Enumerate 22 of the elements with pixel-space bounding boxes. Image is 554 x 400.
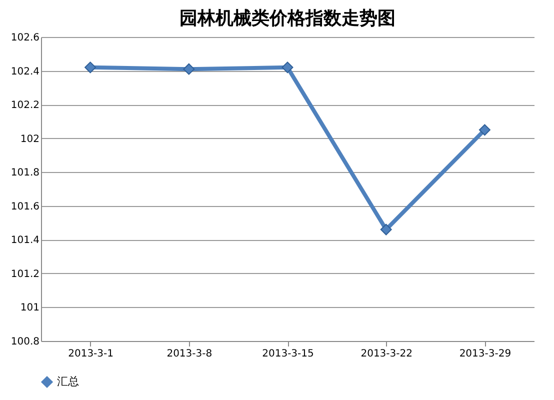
y-tick-label: 101.4 <box>10 235 40 246</box>
point <box>282 62 294 74</box>
y-tick-label: 102.2 <box>10 100 40 112</box>
y-tick-label: 102.6 <box>10 32 40 44</box>
point <box>380 224 392 236</box>
x-tick-label: 2013-3-15 <box>262 348 314 360</box>
point <box>84 62 96 74</box>
y-tick-label: 102 <box>20 134 40 145</box>
x-tick-label: 2013-3-22 <box>360 348 412 360</box>
y-tick-label: 100.8 <box>10 336 40 348</box>
y-tick-label: 101.6 <box>10 201 40 212</box>
x-tick-label: 2013-3-8 <box>166 348 212 360</box>
x-tick-label: 2013-3-1 <box>68 348 114 360</box>
y-tick-label: 102.4 <box>10 66 40 78</box>
point <box>478 124 490 136</box>
point <box>183 63 195 75</box>
y-tick-label: 101.2 <box>10 268 40 280</box>
legend-label: 汇总 <box>57 375 79 388</box>
y-tick-label: 101 <box>20 302 40 314</box>
y-tick-label: 101.8 <box>10 168 40 179</box>
chart-title: 园林机械类价格指数走势图 <box>180 8 396 29</box>
x-tick-label: 2013-3-29 <box>459 348 512 360</box>
